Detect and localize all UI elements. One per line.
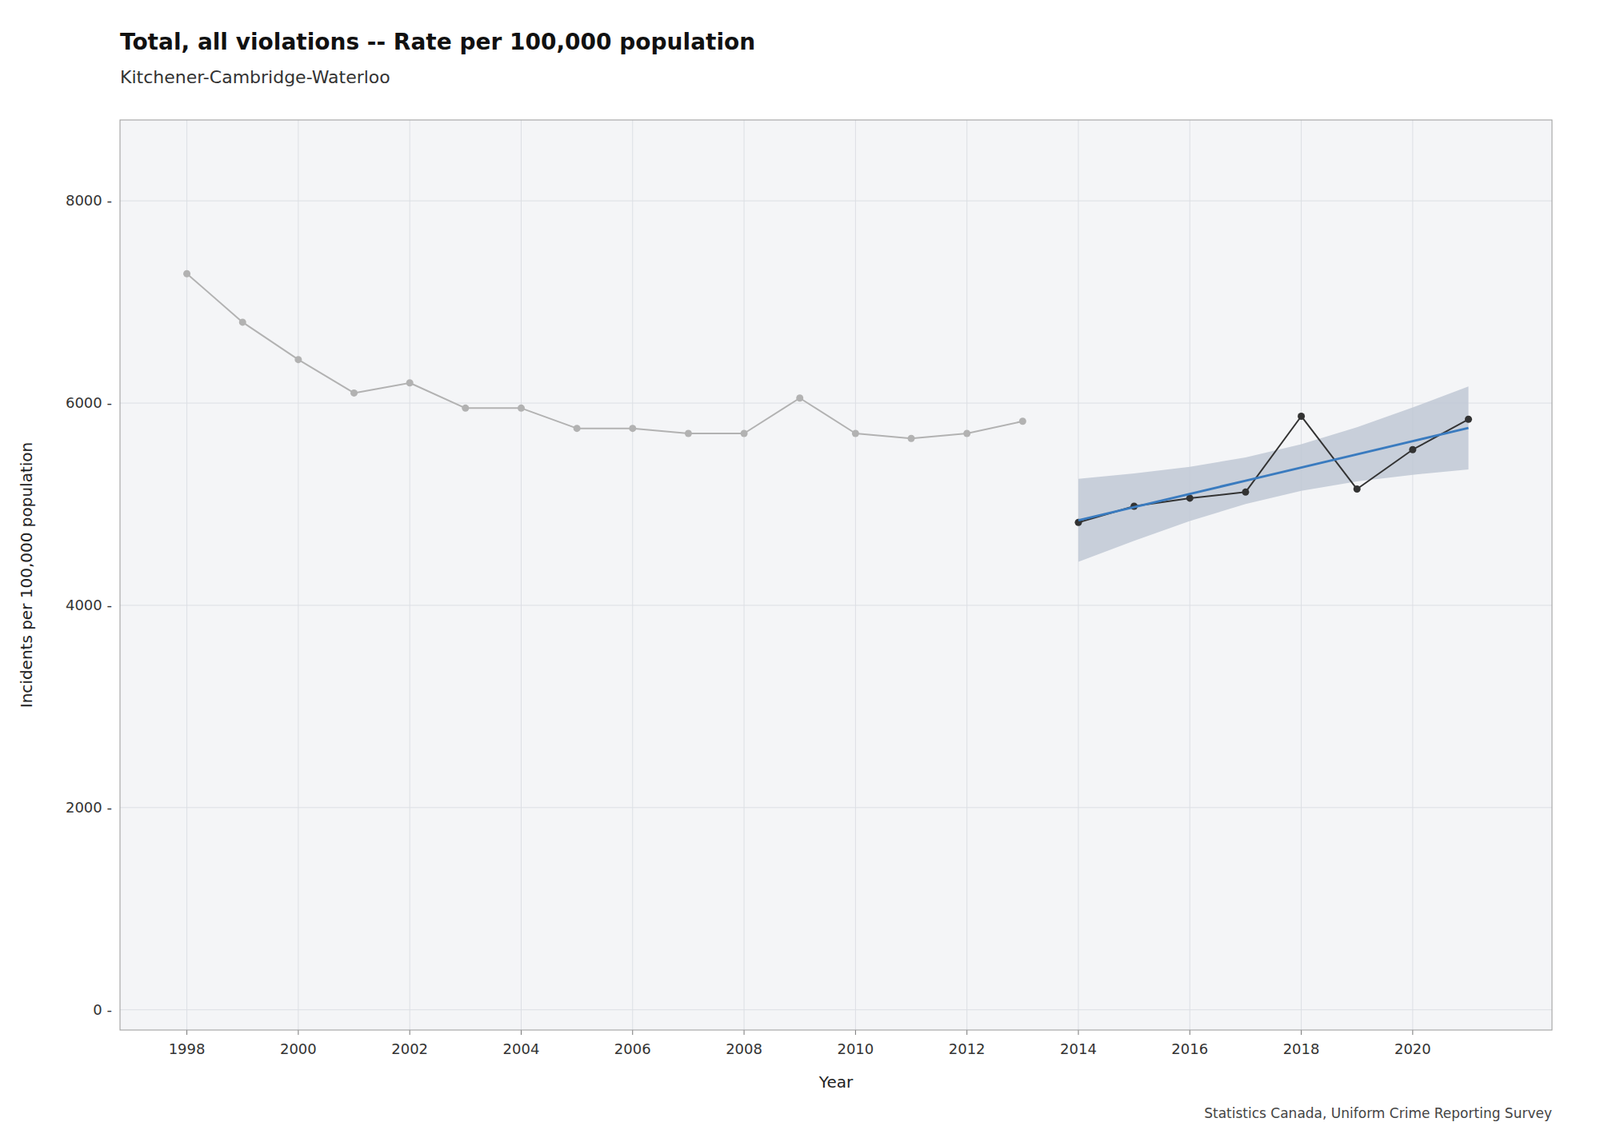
- tick-x: [1189, 1030, 1191, 1036]
- series-line: [1078, 416, 1469, 523]
- point: [406, 379, 414, 387]
- point: [740, 429, 748, 437]
- point: [796, 394, 804, 402]
- grid: [120, 120, 1552, 1031]
- point: [517, 404, 525, 412]
- tick-label-x: 2014: [1060, 1040, 1097, 1058]
- subtitle: Kitchener-Cambridge-Waterloo: [120, 67, 391, 88]
- axes: 1998 2000 2002 2004 2006 2008 2010 2012 2014 2016…: [65, 192, 1432, 1058]
- tick-x: [966, 1030, 968, 1036]
- tick-label-x: 2000: [280, 1040, 317, 1058]
- tick-label-x: 2002: [391, 1040, 428, 1058]
- point: [1019, 417, 1027, 425]
- series-line: [187, 273, 1024, 439]
- grid-line-x: [1077, 120, 1079, 1031]
- confidence-band: [1078, 386, 1469, 562]
- grid-line-y: [120, 604, 1552, 606]
- point: [1353, 485, 1361, 493]
- title: Total, all violations -- Rate per 100,00…: [120, 28, 756, 56]
- point: [1241, 488, 1249, 496]
- data: [183, 270, 1472, 563]
- tick-x: [744, 1030, 745, 1036]
- trend-line: [1078, 428, 1469, 520]
- tick-x: [520, 1030, 522, 1036]
- grid-line-y: [120, 403, 1552, 404]
- tick-label-x: 2008: [725, 1040, 763, 1058]
- tick-x: [409, 1030, 411, 1036]
- grid-line-x: [1412, 120, 1413, 1031]
- grid-line-x: [186, 120, 188, 1031]
- x-axis-label: Year: [818, 1072, 854, 1092]
- point: [1464, 416, 1472, 424]
- plot-frame: [120, 120, 1552, 1031]
- point: [294, 356, 302, 364]
- tick-label-x: 2010: [836, 1040, 874, 1058]
- grid-line-x: [744, 120, 745, 1031]
- tick-x: [632, 1030, 633, 1036]
- tick-x: [855, 1030, 856, 1036]
- y-axis-label: Incidents per 100,000 population: [16, 442, 36, 709]
- point: [963, 429, 971, 437]
- tick-x: [1300, 1030, 1302, 1036]
- grid-line-x: [297, 120, 299, 1031]
- point: [1297, 412, 1305, 420]
- tick-x: [297, 1030, 299, 1036]
- grid-line-x: [632, 120, 633, 1031]
- chart: 1998 2000 2002 2004 2006 2008 2010 2012 2014 2016…: [0, 0, 1600, 1142]
- tick-label-x: 2004: [503, 1040, 540, 1058]
- point: [461, 404, 469, 412]
- caption: Statistics Canada, Uniform Crime Reporti…: [1204, 1105, 1552, 1122]
- tick-label-x: 2020: [1394, 1040, 1432, 1058]
- point: [852, 429, 860, 437]
- tick-label-x: 2006: [614, 1040, 652, 1058]
- grid-line-y: [120, 1009, 1552, 1011]
- point: [573, 424, 581, 432]
- tick-label-y: 8000 -: [65, 192, 112, 209]
- tick-x: [1412, 1030, 1413, 1036]
- grid-line-y: [120, 200, 1552, 202]
- point: [239, 318, 247, 326]
- point: [628, 424, 636, 432]
- grid-line-x: [1300, 120, 1302, 1031]
- tick-label-y: 6000 -: [65, 394, 112, 412]
- grid-line-x: [520, 120, 522, 1031]
- tick-x: [186, 1030, 188, 1036]
- point: [684, 429, 692, 437]
- point: [1408, 446, 1416, 454]
- point: [183, 270, 191, 278]
- grid-line-x: [1189, 120, 1191, 1031]
- grid-line-x: [855, 120, 856, 1031]
- tick-label-x: 2016: [1171, 1040, 1208, 1058]
- point: [908, 435, 916, 443]
- grid-line-x: [966, 120, 968, 1031]
- grid-line-y: [120, 807, 1552, 808]
- tick-label-x: 1998: [168, 1040, 206, 1058]
- tick-label-y: 4000 -: [65, 596, 112, 614]
- tick-label-y: 2000 -: [65, 799, 112, 816]
- tick-label-y: 0 -: [92, 1001, 112, 1019]
- point: [350, 389, 358, 397]
- grid-line-x: [409, 120, 411, 1031]
- tick-label-x: 2012: [948, 1040, 986, 1058]
- tick-x: [1077, 1030, 1079, 1036]
- tick-label-x: 2018: [1283, 1040, 1320, 1058]
- plot-background: [120, 120, 1552, 1031]
